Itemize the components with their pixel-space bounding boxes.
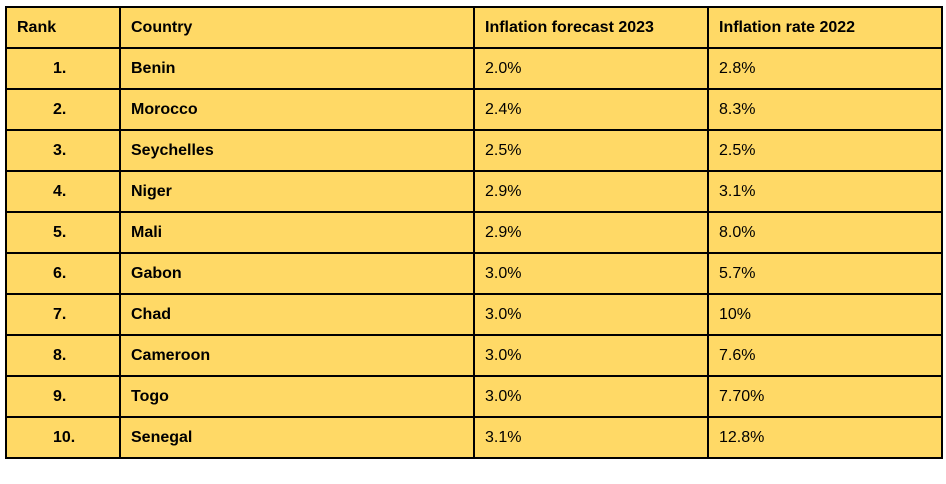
header-cell: Inflation rate 2022 xyxy=(707,6,943,49)
table-cell: 2.5% xyxy=(707,129,943,172)
table-cell: 3.0% xyxy=(473,334,709,377)
table-cell: 2.9% xyxy=(473,170,709,213)
header-row: Rank Country Inflation forecast 2023 Inflat… xyxy=(5,6,943,49)
table-cell: Morocco xyxy=(119,88,475,131)
table-cell: 3. xyxy=(5,129,121,172)
table-cell: 2. xyxy=(5,88,121,131)
table-cell: Senegal xyxy=(119,416,475,459)
table-cell: 2.8% xyxy=(707,47,943,90)
table-cell: 7.70% xyxy=(707,375,943,418)
table-cell: 3.0% xyxy=(473,293,709,336)
table-cell: Mali xyxy=(119,211,475,254)
table-cell: 7.6% xyxy=(707,334,943,377)
table-cell: Gabon xyxy=(119,252,475,295)
table-cell: 3.1% xyxy=(473,416,709,459)
table-cell: 10. xyxy=(5,416,121,459)
table-cell: 8. xyxy=(5,334,121,377)
table-cell: 8.0% xyxy=(707,211,943,254)
table-cell: 2.9% xyxy=(473,211,709,254)
table-row: 5. Mali 2.9% 8.0% xyxy=(5,211,943,254)
table-cell: Chad xyxy=(119,293,475,336)
table-cell: 2.0% xyxy=(473,47,709,90)
table-cell: 3.0% xyxy=(473,375,709,418)
table-row: 6. Gabon 3.0% 5.7% xyxy=(5,252,943,295)
table-row: 3. Seychelles 2.5% 2.5% xyxy=(5,129,943,172)
table-row: 10. Senegal 3.1% 12.8% xyxy=(5,416,943,459)
table-cell: 3.0% xyxy=(473,252,709,295)
table-row: 9. Togo 3.0% 7.70% xyxy=(5,375,943,418)
table-cell: 5.7% xyxy=(707,252,943,295)
table-cell: 8.3% xyxy=(707,88,943,131)
table-cell: 6. xyxy=(5,252,121,295)
table-cell: 12.8% xyxy=(707,416,943,459)
table-cell: 9. xyxy=(5,375,121,418)
table-row: 1. Benin 2.0% 2.8% xyxy=(5,47,943,90)
table-cell: Togo xyxy=(119,375,475,418)
table-body: 1. Benin 2.0% 2.8% 2. Morocco 2.4% 8.3% 3. Seyche… xyxy=(5,47,943,459)
table-cell: 5. xyxy=(5,211,121,254)
table-cell: 10% xyxy=(707,293,943,336)
header-cell: Inflation forecast 2023 xyxy=(473,6,709,49)
table-row: 2. Morocco 2.4% 8.3% xyxy=(5,88,943,131)
table-cell: 1. xyxy=(5,47,121,90)
header-cell: Rank xyxy=(5,6,121,49)
table-cell: Cameroon xyxy=(119,334,475,377)
table-row: 7. Chad 3.0% 10% xyxy=(5,293,943,336)
inflation-table: Rank Country Inflation forecast 2023 Inflat… xyxy=(5,6,943,459)
table-cell: 7. xyxy=(5,293,121,336)
table-container: Rank Country Inflation forecast 2023 Inflat… xyxy=(5,6,943,459)
table-cell: Niger xyxy=(119,170,475,213)
table-cell: Benin xyxy=(119,47,475,90)
header-cell: Country xyxy=(119,6,475,49)
table-cell: 3.1% xyxy=(707,170,943,213)
table-cell: Seychelles xyxy=(119,129,475,172)
table-cell: 4. xyxy=(5,170,121,213)
table-cell: 2.5% xyxy=(473,129,709,172)
table-cell: 2.4% xyxy=(473,88,709,131)
table-row: 8. Cameroon 3.0% 7.6% xyxy=(5,334,943,377)
table-row: 4. Niger 2.9% 3.1% xyxy=(5,170,943,213)
